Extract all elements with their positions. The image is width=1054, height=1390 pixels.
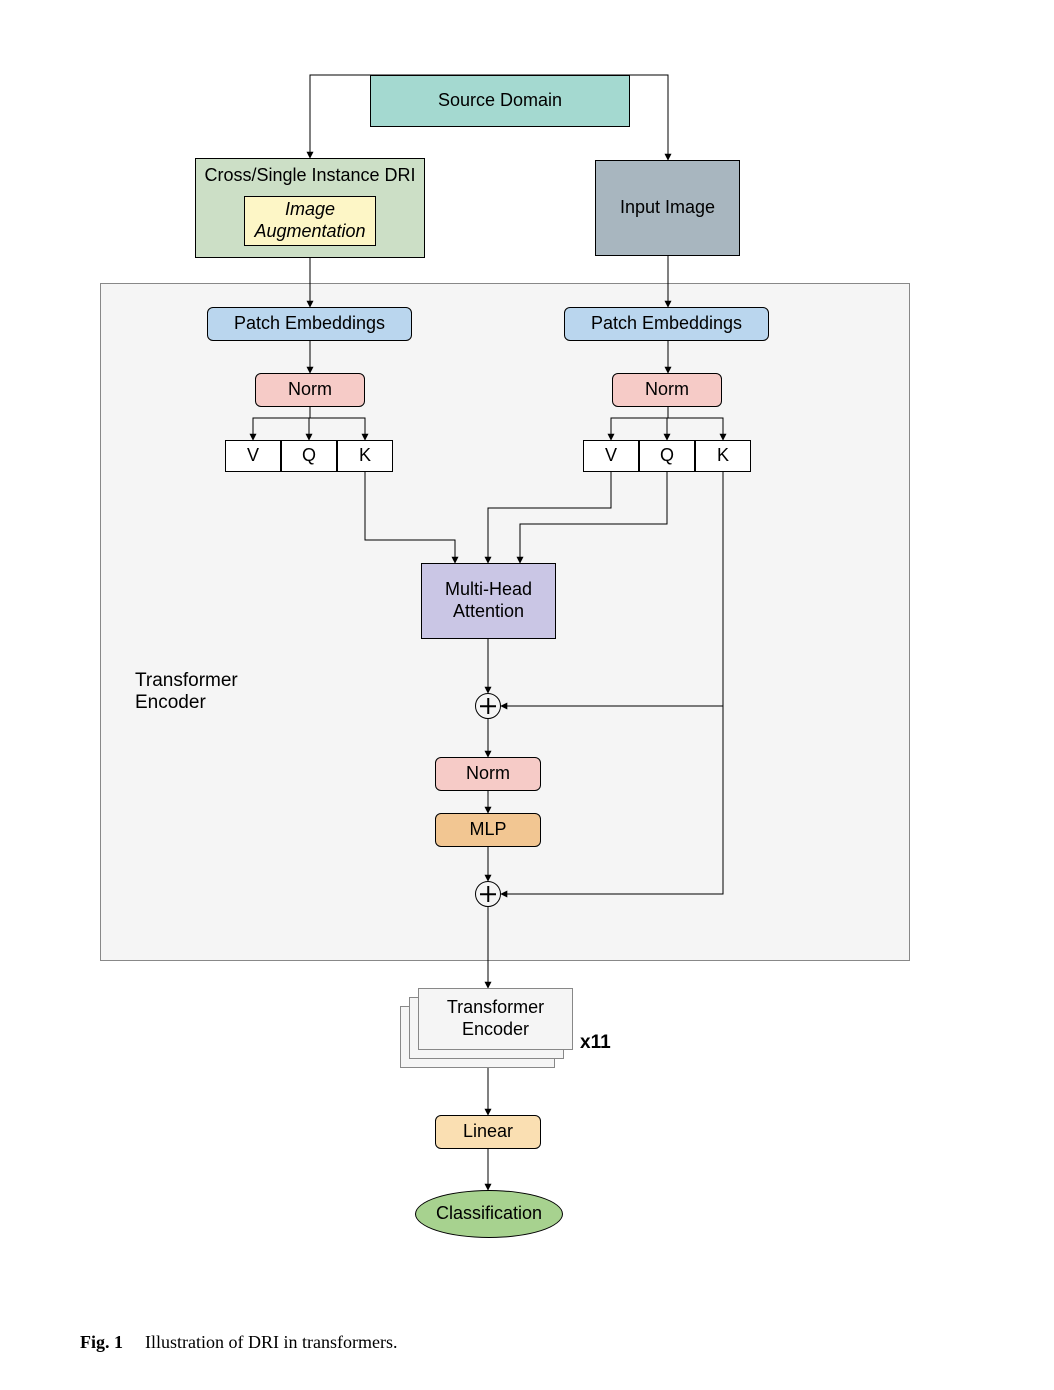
patch-embeddings-right-label: Patch Embeddings (591, 313, 742, 335)
source-domain-box: Source Domain (370, 75, 630, 127)
edge-normL-to-V (253, 418, 310, 440)
linear-label: Linear (463, 1121, 513, 1143)
edge-normR-to-V (611, 418, 668, 440)
q-right-label: Q (660, 445, 674, 467)
norm-left-label: Norm (288, 379, 332, 401)
norm-right: Norm (612, 373, 722, 407)
edge-QR-to-mha (520, 472, 667, 563)
v-left-label: V (247, 445, 259, 467)
edge-VR-to-mha (488, 472, 611, 563)
image-augmentation-box: Image Augmentation (244, 196, 376, 246)
figure-caption-number: Fig. 1 (80, 1332, 123, 1353)
figure-caption-text: Illustration of DRI in transformers. (145, 1332, 397, 1353)
edge-normL-to-Q (309, 418, 310, 440)
edge-normR-to-K (668, 418, 723, 440)
norm-left: Norm (255, 373, 365, 407)
source-domain-label: Source Domain (438, 90, 562, 112)
input-image-box: Input Image (595, 160, 740, 256)
v-right: V (583, 440, 639, 472)
norm-right-label: Norm (645, 379, 689, 401)
encoder-stack-label: Transformer Encoder (447, 997, 544, 1040)
v-left: V (225, 440, 281, 472)
linear-box: Linear (435, 1115, 541, 1149)
patch-embeddings-left-label: Patch Embeddings (234, 313, 385, 335)
norm-2: Norm (435, 757, 541, 791)
classification-label: Classification (436, 1203, 542, 1225)
input-image-label: Input Image (620, 197, 715, 219)
edge-normL-to-K (310, 418, 365, 440)
multi-head-attention-label: Multi-Head Attention (445, 579, 532, 622)
edge-skip-to-add2 (501, 706, 723, 894)
edge-normR-to-Q (667, 418, 668, 440)
image-augmentation-label: Image Augmentation (254, 199, 365, 242)
dri-box-label: Cross/Single Instance DRI (196, 165, 424, 187)
v-right-label: V (605, 445, 617, 467)
mlp-box: MLP (435, 813, 541, 847)
edge-KL-to-mha (365, 472, 455, 563)
k-right: K (695, 440, 751, 472)
classification-ellipse: Classification (415, 1190, 563, 1238)
k-left: K (337, 440, 393, 472)
multi-head-attention-box: Multi-Head Attention (421, 563, 556, 639)
k-left-label: K (359, 445, 371, 467)
transformer-encoder-label: Transformer Encoder (135, 670, 238, 714)
encoder-stack-front: Transformer Encoder (418, 988, 573, 1050)
residual-add-2 (475, 881, 501, 907)
patch-embeddings-left: Patch Embeddings (207, 307, 412, 341)
q-left: Q (281, 440, 337, 472)
k-right-label: K (717, 445, 729, 467)
norm-2-label: Norm (466, 763, 510, 785)
mlp-label: MLP (469, 819, 506, 841)
q-right: Q (639, 440, 695, 472)
residual-add-1 (475, 693, 501, 719)
q-left-label: Q (302, 445, 316, 467)
x11-label: x11 (580, 1032, 611, 1054)
patch-embeddings-right: Patch Embeddings (564, 307, 769, 341)
